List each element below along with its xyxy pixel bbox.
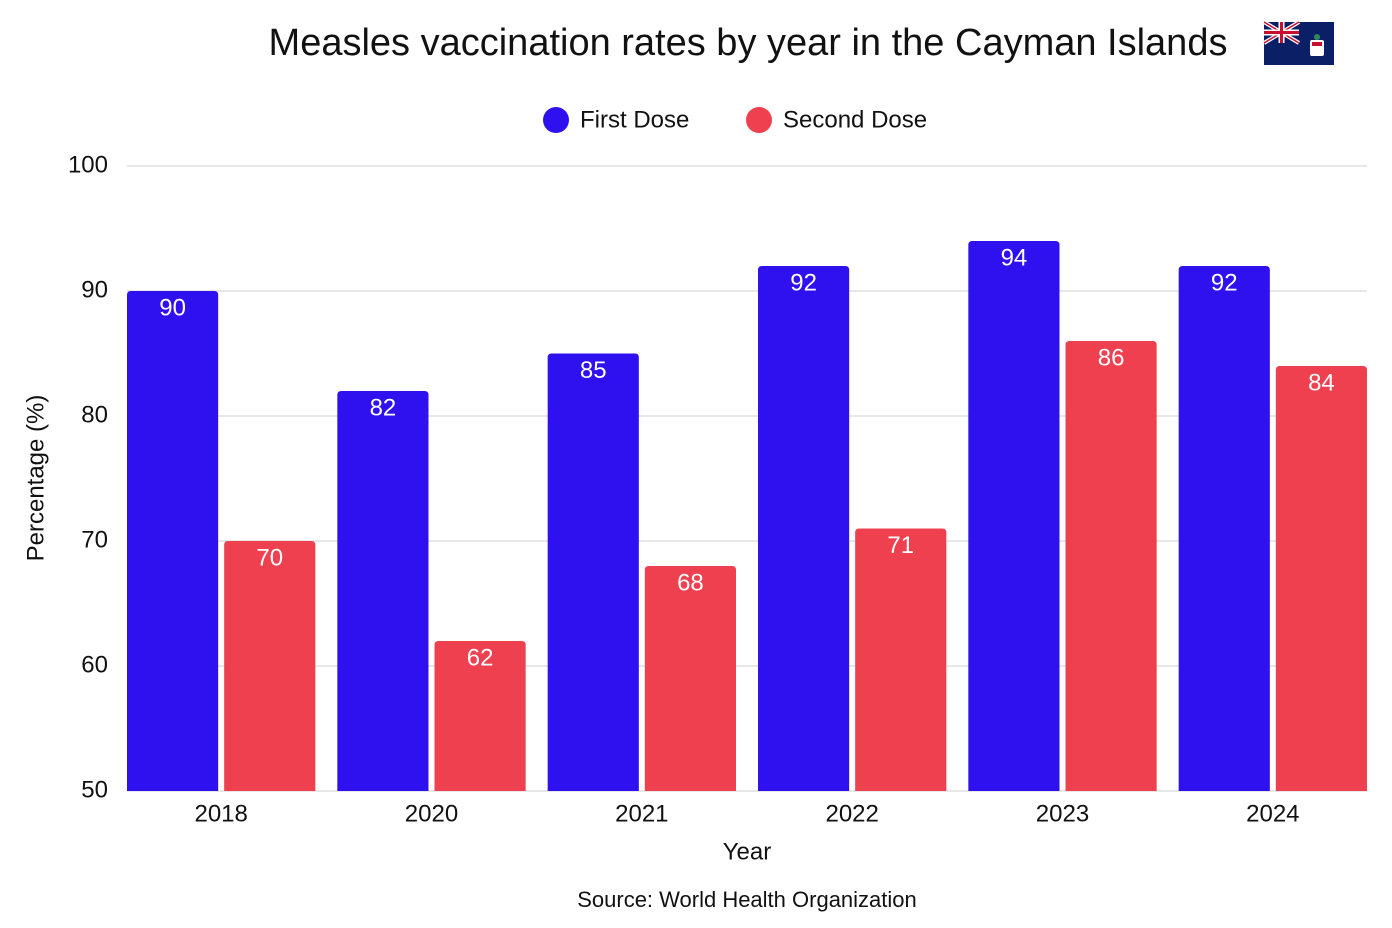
x-tick-label: 2024 <box>1246 800 1299 827</box>
bar <box>758 266 850 791</box>
x-tick-label: 2018 <box>194 800 247 827</box>
bar <box>1275 366 1367 791</box>
bar <box>547 353 639 791</box>
value-label: 85 <box>580 357 607 384</box>
legend-label: First Dose <box>580 106 689 133</box>
bar <box>1178 266 1270 791</box>
x-tick-label: 2022 <box>825 800 878 827</box>
x-axis-title: Year <box>723 838 772 865</box>
value-label: 82 <box>370 394 397 421</box>
bar <box>224 541 316 791</box>
legend-marker <box>746 107 772 133</box>
value-label: 84 <box>1308 369 1335 396</box>
source: Source: World Health Organization <box>577 887 917 912</box>
x-tick-label: 2020 <box>405 800 458 827</box>
value-label: 71 <box>887 532 914 559</box>
y-tick-label: 90 <box>81 276 108 303</box>
flag <box>1262 20 1334 65</box>
value-label: 92 <box>790 269 817 296</box>
bar <box>855 528 947 791</box>
value-label: 86 <box>1098 344 1125 371</box>
chart-title: Measles vaccination rates by year in the… <box>269 22 1228 64</box>
bar <box>337 391 429 791</box>
bar <box>1065 341 1157 791</box>
y-tick-label: 60 <box>81 651 108 678</box>
value-label: 70 <box>256 544 283 571</box>
value-label: 90 <box>159 294 186 321</box>
legend-marker <box>543 107 569 133</box>
value-label: 68 <box>677 569 704 596</box>
y-tick-label: 100 <box>68 151 108 178</box>
value-label: 92 <box>1211 269 1238 296</box>
bar <box>644 566 736 791</box>
y-tick-label: 50 <box>81 776 108 803</box>
y-tick-label: 70 <box>81 526 108 553</box>
y-axis-title: Percentage (%) <box>22 395 49 562</box>
legend-label: Second Dose <box>783 106 927 133</box>
bar <box>968 241 1060 791</box>
bar <box>434 641 526 791</box>
value-label: 94 <box>1001 244 1028 271</box>
y-tick-label: 80 <box>81 401 108 428</box>
value-label: 62 <box>467 644 494 671</box>
bar <box>127 291 219 791</box>
x-tick-label: 2021 <box>615 800 668 827</box>
x-tick-label: 2023 <box>1036 800 1089 827</box>
